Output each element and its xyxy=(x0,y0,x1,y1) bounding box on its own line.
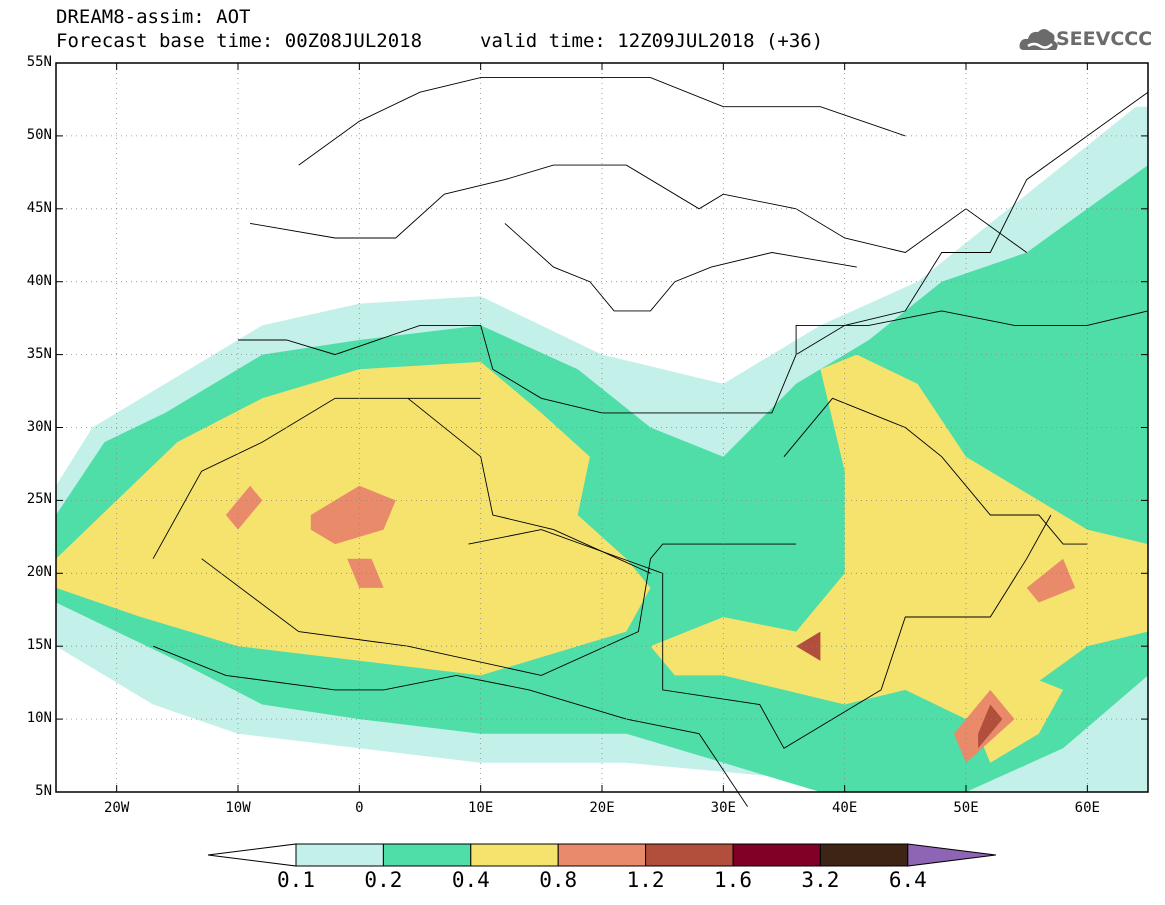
colorbar-swatch xyxy=(557,843,647,867)
lon-tick-label: 30E xyxy=(710,800,736,816)
lat-tick-label: 50N xyxy=(26,126,52,143)
lat-tick-label: 55N xyxy=(26,54,52,70)
logo-text: SEEVCCC xyxy=(1056,28,1153,50)
lat-tick-label: 45N xyxy=(26,199,52,216)
country-border xyxy=(250,164,1027,253)
aot-region-level-3 xyxy=(1026,558,1076,603)
country-border xyxy=(468,529,882,749)
lat-tick-label: 5N xyxy=(35,783,52,799)
colorbar-label: 0.8 xyxy=(539,868,578,892)
lat-tick-label: 40N xyxy=(26,272,52,289)
aot-map xyxy=(55,62,1149,807)
colorbar-swatch xyxy=(645,843,734,867)
colorbar-swatch xyxy=(732,843,821,867)
country-border xyxy=(407,397,651,574)
colorbar-swatch xyxy=(470,843,559,867)
colorbar-over-arrow xyxy=(907,843,996,867)
lon-tick-label: 10W xyxy=(225,800,251,816)
colorbar-label: 3.2 xyxy=(801,868,840,892)
lon-tick-label: 20E xyxy=(589,800,615,816)
colorbar-label: 1.2 xyxy=(626,868,665,892)
colorbar-label: 0.4 xyxy=(451,868,490,892)
lat-tick-label: 15N xyxy=(26,637,52,654)
colorbar-swatch xyxy=(382,843,472,867)
aot-region-level-3 xyxy=(347,558,384,588)
lon-tick-label: 60E xyxy=(1074,800,1100,816)
colorbar xyxy=(207,843,996,867)
title-valid-time: valid time: 12Z09JUL2018 (+36) xyxy=(480,30,824,52)
lon-tick-label: 20W xyxy=(104,800,130,816)
country-border xyxy=(152,397,481,559)
aot-region-level-4 xyxy=(978,704,1003,749)
country-border xyxy=(504,223,857,312)
lat-tick-label: 35N xyxy=(26,345,52,362)
lat-tick-label: 20N xyxy=(26,564,52,581)
colorbar-swatch xyxy=(819,843,909,867)
aot-region-level-4 xyxy=(796,631,821,661)
colorbar-label: 1.6 xyxy=(714,868,752,892)
country-border xyxy=(298,77,906,166)
lon-tick-label: 10E xyxy=(468,800,494,816)
colorbar-label: 6.4 xyxy=(888,868,927,892)
colorbar-swatch xyxy=(295,843,384,867)
country-border xyxy=(880,514,1052,691)
colorbar-under-arrow xyxy=(207,843,297,867)
aot-region-level-3 xyxy=(225,485,263,530)
title-product: DREAM8-assim: AOT xyxy=(56,6,251,28)
country-border xyxy=(152,645,748,807)
lat-tick-label: 25N xyxy=(26,491,52,508)
lon-tick-label: 0 xyxy=(355,800,364,816)
aot-region-level-2 xyxy=(650,354,1148,720)
lat-tick-label: 30N xyxy=(26,418,52,435)
country-border xyxy=(795,91,1149,355)
country-border xyxy=(238,310,1149,414)
colorbar-label: 0.1 xyxy=(277,868,315,892)
aot-region-level-3 xyxy=(310,485,396,545)
country-border xyxy=(201,543,797,676)
seevccc-cloud-logo-icon xyxy=(1019,29,1058,50)
lon-tick-label: 40E xyxy=(832,800,858,816)
lat-tick-label: 10N xyxy=(26,710,52,727)
lon-tick-label: 50E xyxy=(953,800,979,816)
colorbar-label: 0.2 xyxy=(364,868,403,892)
title-base-time: Forecast base time: 00Z08JUL2018 xyxy=(56,30,423,52)
